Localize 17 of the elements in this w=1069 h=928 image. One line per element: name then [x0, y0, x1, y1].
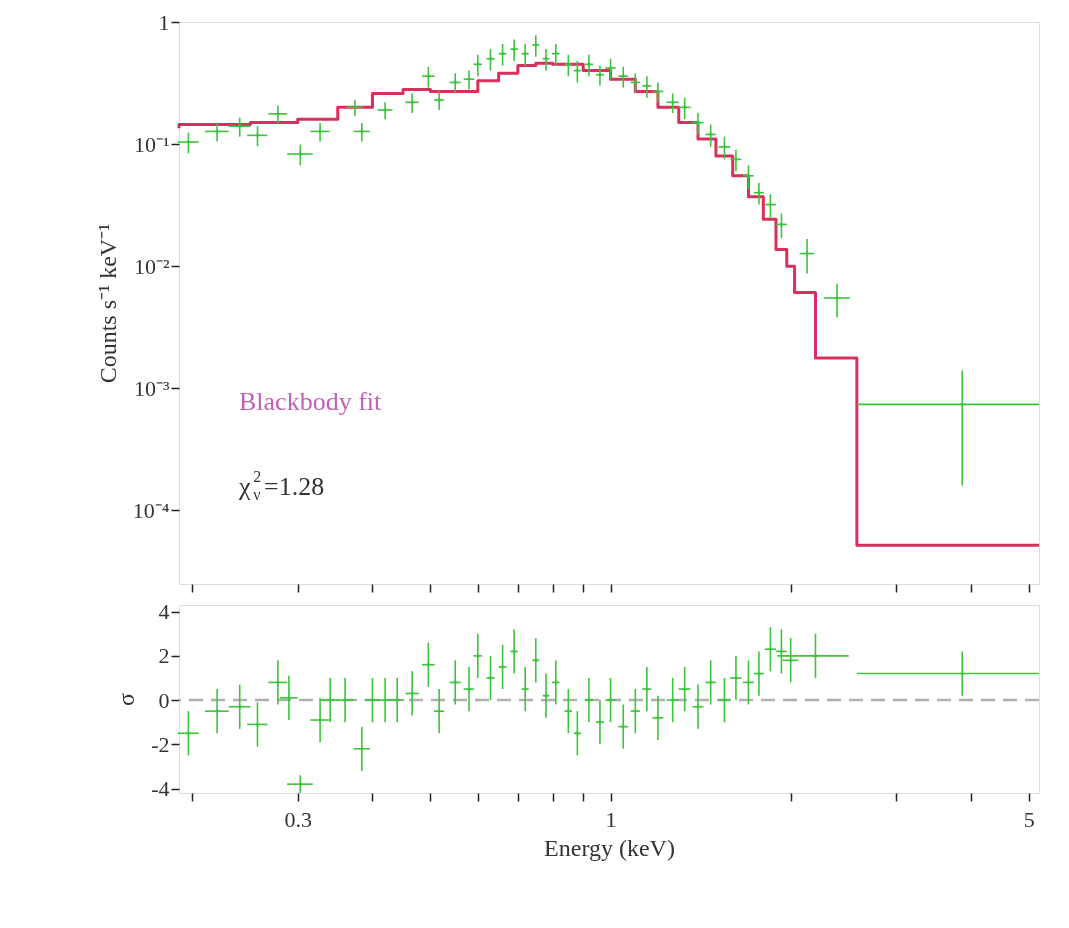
y-tick-label: -4: [151, 776, 170, 802]
y-tick-label: 10⁻¹: [133, 131, 170, 157]
y-axis-title: σ: [113, 692, 140, 706]
y-tick-label: 10⁻³: [133, 375, 170, 401]
y-axis-title: Counts s⁻¹ keV⁻¹: [94, 223, 121, 384]
y-tick-label: 0: [158, 687, 170, 713]
x-tick-label: 5: [1023, 806, 1035, 832]
y-tick-label: 2: [158, 643, 170, 669]
x-tick-label: 0.3: [284, 806, 312, 832]
y-tick-label: 1: [158, 9, 170, 35]
annotation: Blackbody fit: [239, 387, 383, 416]
y-tick-label: 4: [158, 599, 170, 625]
x-tick-label: 1: [605, 806, 617, 832]
y-tick-label: 10⁻⁴: [132, 497, 170, 523]
y-tick-label: 10⁻²: [133, 253, 170, 279]
y-tick-label: -2: [151, 731, 170, 757]
x-axis-title: Energy (keV): [544, 834, 675, 861]
